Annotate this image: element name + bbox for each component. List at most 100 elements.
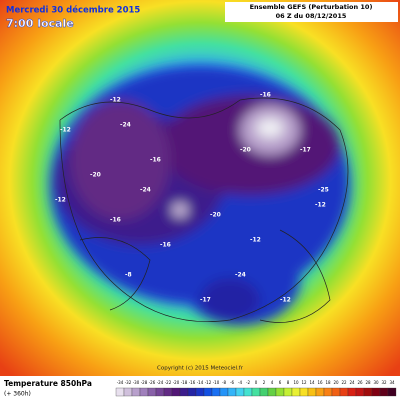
legend-tick-label: -24 (157, 380, 164, 385)
lead-time: (+ 360h) (4, 391, 31, 398)
legend-cell (323, 387, 333, 397)
footer-title: Temperature 850hPa (4, 379, 92, 388)
legend-cell (379, 387, 389, 397)
copyright: Copyright (c) 2015 Meteociel.fr (157, 366, 244, 372)
legend-tick-label: 12 (301, 380, 307, 385)
legend-cell (251, 387, 261, 397)
legend-tick-label: 4 (271, 380, 274, 385)
isotherm-label: -16 (110, 217, 121, 224)
legend-tick-label: -8 (222, 380, 226, 385)
legend-tick-label: -6 (230, 380, 234, 385)
temperature-field (50, 65, 350, 325)
legend-cell (307, 387, 317, 397)
legend-tick-label: -20 (173, 380, 180, 385)
isotherm-label: -12 (55, 197, 66, 204)
isotherm-label: -24 (235, 272, 246, 279)
legend-cell (315, 387, 325, 397)
isotherm-label: -12 (60, 127, 71, 134)
legend-tick-label: 18 (325, 380, 331, 385)
legend-cell (179, 387, 189, 397)
legend-tick-label: -10 (213, 380, 220, 385)
legend-cell (363, 387, 373, 397)
legend-tick-label: -22 (165, 380, 172, 385)
isotherm-label: -12 (280, 297, 291, 304)
isotherm-label: -12 (250, 237, 261, 244)
isotherm-label: -16 (260, 92, 271, 99)
legend-tick-label: 16 (317, 380, 323, 385)
run-time: 06 Z du 08/12/2015 (276, 12, 347, 20)
legend-cell (219, 387, 229, 397)
isotherm-label: -12 (315, 202, 326, 209)
legend-cell (339, 387, 349, 397)
legend-tick-label: -4 (238, 380, 242, 385)
legend-cell (139, 387, 149, 397)
isotherm-label: -25 (318, 187, 329, 194)
isotherm-label: -20 (210, 212, 221, 219)
legend-tick-label: 22 (341, 380, 347, 385)
legend-tick-label: 28 (365, 380, 371, 385)
isotherm-label: -16 (160, 242, 171, 249)
legend-cell (227, 387, 237, 397)
isotherm-label: -17 (300, 147, 311, 154)
legend-tick-label: 34 (389, 380, 395, 385)
legend-cell (347, 387, 357, 397)
legend-cell (131, 387, 141, 397)
legend-cell (283, 387, 293, 397)
isotherm-label: -8 (125, 272, 132, 279)
legend-tick-label: -34 (117, 380, 124, 385)
legend-cell (115, 387, 125, 397)
legend-tick-label: -16 (189, 380, 196, 385)
legend-tick-label: 24 (349, 380, 355, 385)
legend-tick-label: 6 (279, 380, 282, 385)
legend-tick-label: -18 (181, 380, 188, 385)
isotherm-label: -24 (140, 187, 151, 194)
legend-cell (371, 387, 381, 397)
header-box (225, 2, 398, 22)
legend-cell (147, 387, 157, 397)
legend-tick-label: -2 (246, 380, 250, 385)
legend-tick-label: -32 (125, 380, 132, 385)
legend-tick-label: 14 (309, 380, 315, 385)
legend-tick-label: 32 (381, 380, 387, 385)
legend-tick-label: 0 (255, 380, 258, 385)
legend-tick-label: 8 (287, 380, 290, 385)
legend-cell (275, 387, 285, 397)
isotherm-label: -16 (150, 157, 161, 164)
legend-cell (355, 387, 365, 397)
legend-tick-label: 2 (263, 380, 266, 385)
legend-tick-label: -28 (141, 380, 148, 385)
isotherm-label: -20 (240, 147, 251, 154)
legend-tick-label: 20 (333, 380, 339, 385)
legend-cell (123, 387, 133, 397)
legend-cell (331, 387, 341, 397)
legend-cell (203, 387, 213, 397)
legend-tick-label: -30 (133, 380, 140, 385)
legend-cell (243, 387, 253, 397)
legend-tick-label: -12 (205, 380, 212, 385)
legend-cell (267, 387, 277, 397)
isotherm-label: -12 (110, 97, 121, 104)
legend-cell (235, 387, 245, 397)
legend-cell (299, 387, 309, 397)
legend-cell (259, 387, 269, 397)
legend-tick-label: 10 (293, 380, 299, 385)
isotherm-label: -20 (90, 172, 101, 179)
valid-date: Mercredi 30 décembre 2015 (6, 5, 140, 16)
model-name: Ensemble GEFS (Perturbation 10) (250, 3, 373, 11)
legend-cell (387, 387, 397, 397)
legend-tick-label: -14 (197, 380, 204, 385)
legend-tick-label: -26 (149, 380, 156, 385)
map-labels: -12 -24 -16 -20 -24 -12 -16 -20 -17 -12 -25 -20 -12 -… (55, 92, 329, 304)
color-legend: -34 -32 -30 -28 -26 -24 -22 -20 -18 -16 -14 -12 -10-… (115, 380, 397, 397)
legend-cell (171, 387, 181, 397)
legend-cell (155, 387, 165, 397)
legend-tick-label: 26 (357, 380, 363, 385)
isotherm-label: -24 (120, 122, 131, 129)
legend-cell (163, 387, 173, 397)
legend-cell (211, 387, 221, 397)
legend-cell (187, 387, 197, 397)
isotherm-label: -17 (200, 297, 211, 304)
legend-cell (291, 387, 301, 397)
legend-tick-label: 30 (373, 380, 379, 385)
